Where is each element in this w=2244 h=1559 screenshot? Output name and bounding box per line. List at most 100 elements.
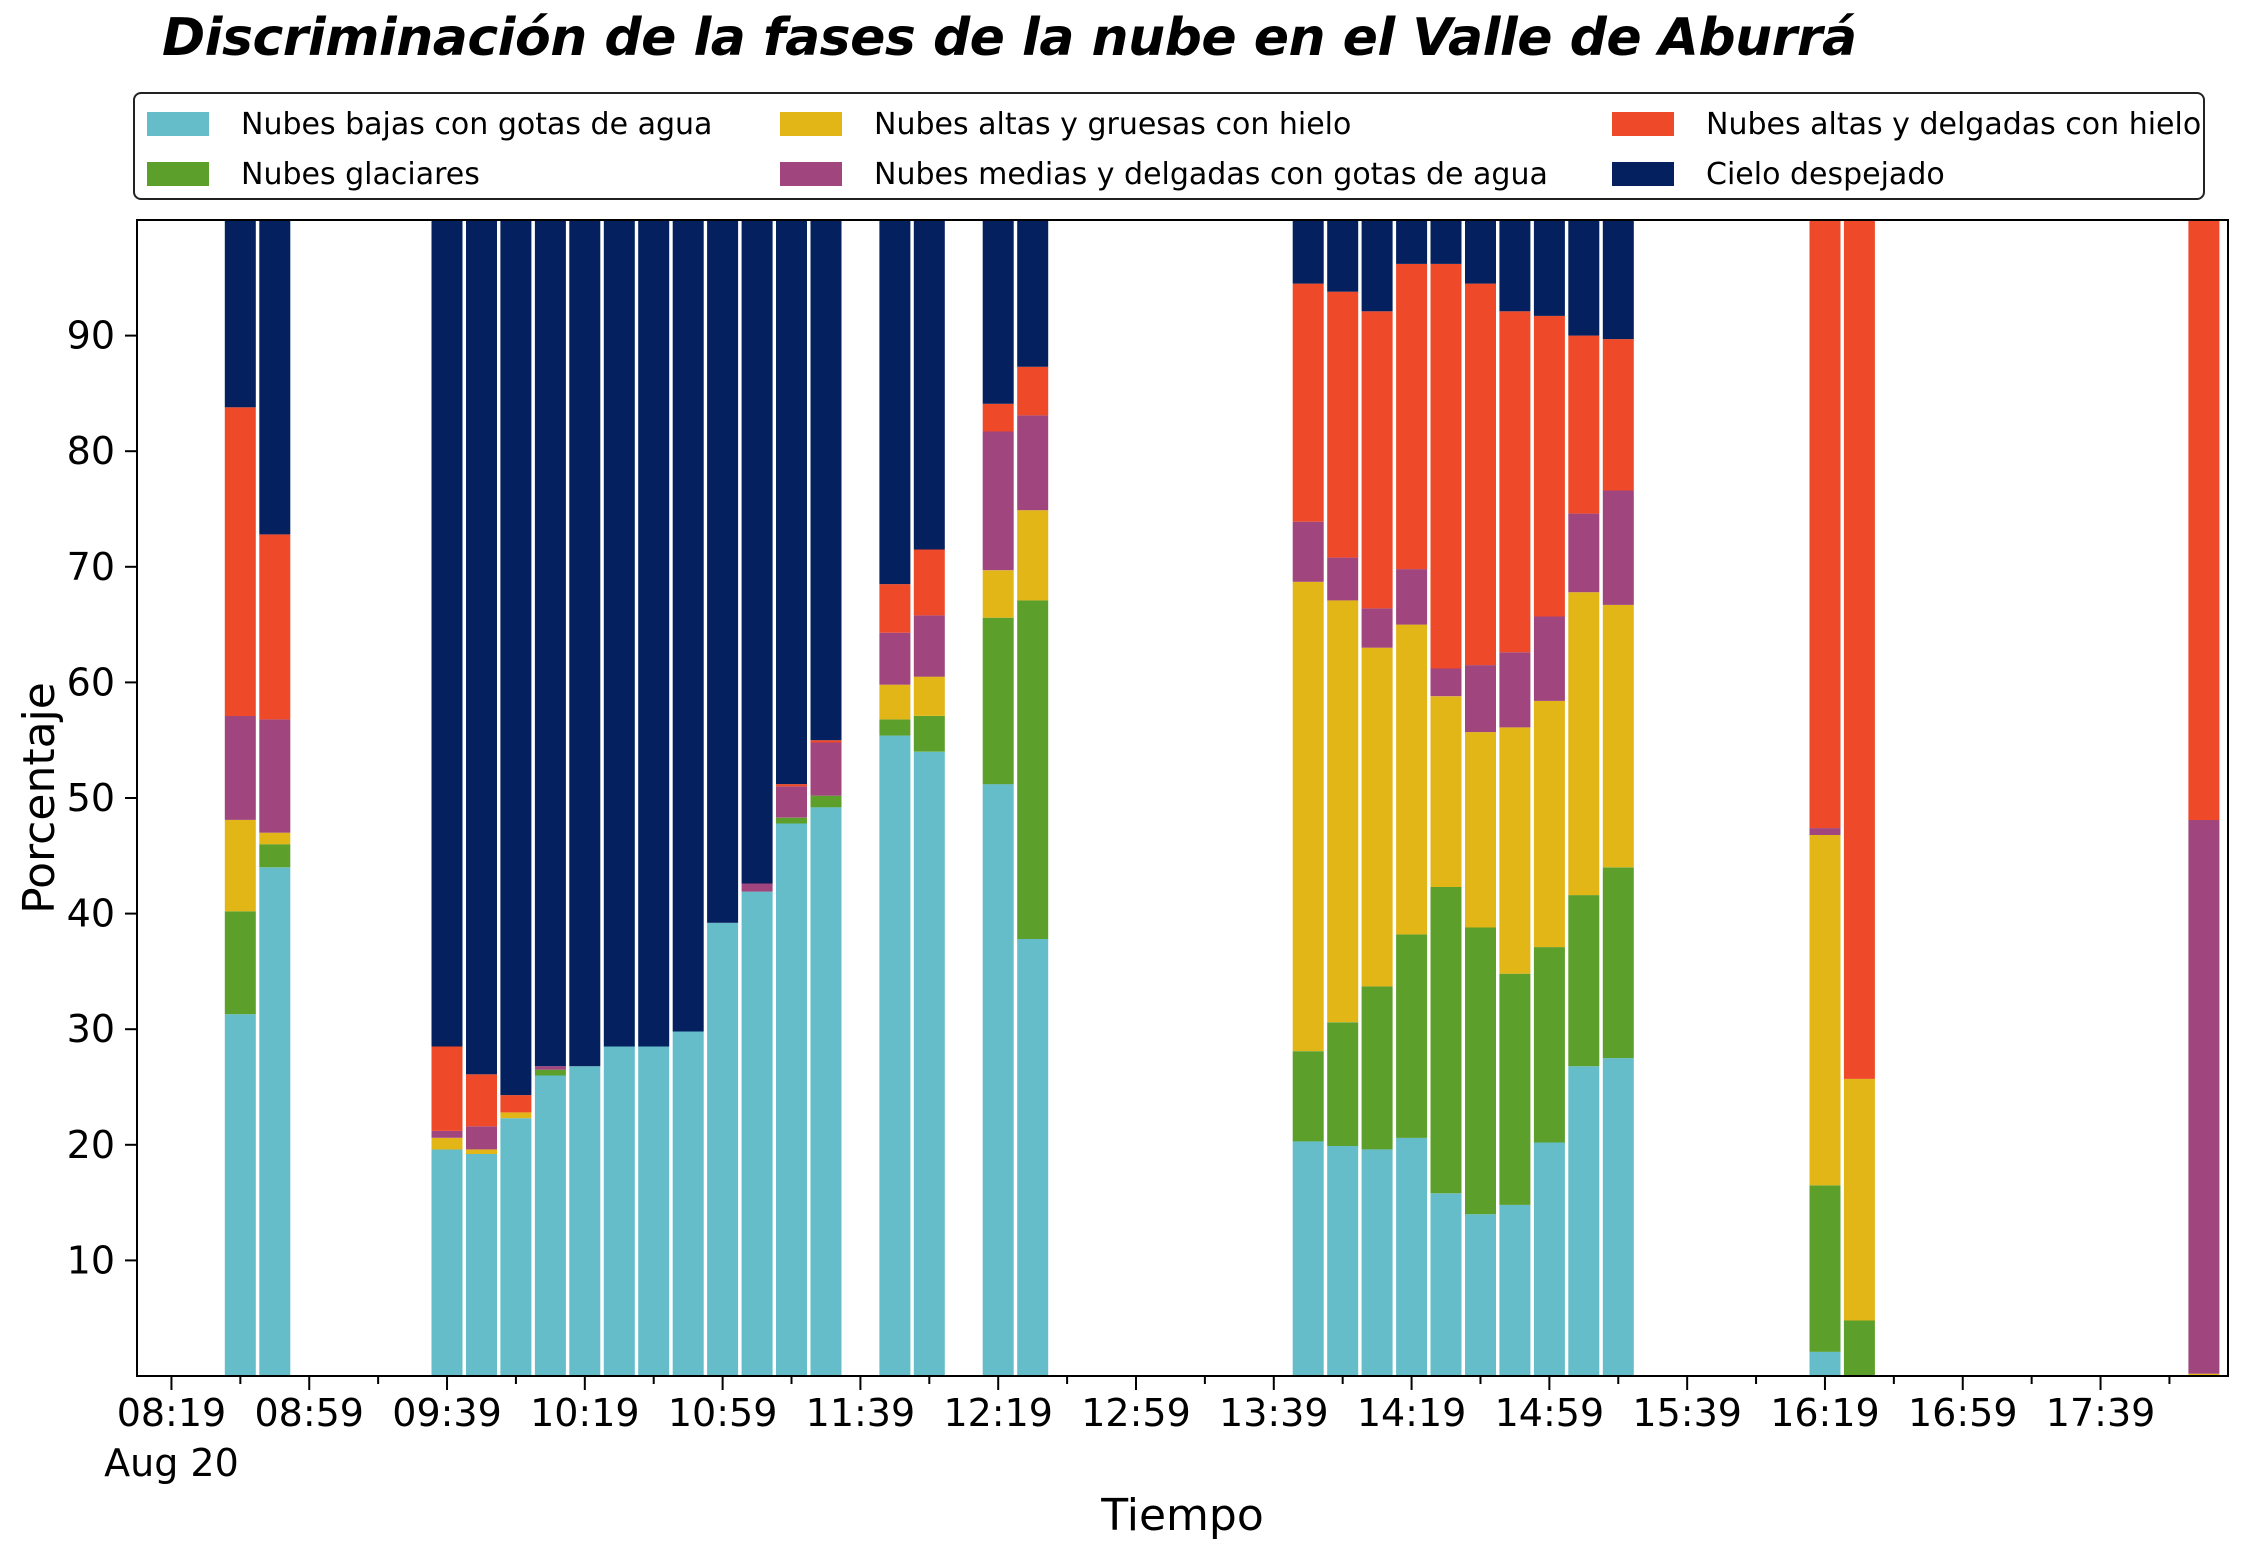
bar-nubes-bajas-con-gotas-de-agua-0959 <box>500 1118 532 1376</box>
bar-cielo-despejado-0949 <box>466 220 497 1075</box>
x-tick-label: 14:59 <box>1495 1391 1605 1435</box>
bar-nubes-medias-y-delgadas-con-gotas-de-agua-1149 <box>879 632 911 685</box>
bar-nubes-altas-y-gruesas-con-hielo-1219 <box>982 570 1014 618</box>
bar-nubes-glaciares-1159 <box>913 715 945 752</box>
x-tick-label: 09:39 <box>392 1391 502 1435</box>
bar-nubes-medias-y-delgadas-con-gotas-de-agua-0849 <box>259 719 291 833</box>
bar-cielo-despejado-1059 <box>707 220 739 923</box>
bar-nubes-bajas-con-gotas-de-agua-1129 <box>810 807 842 1376</box>
x-tick-label: 15:39 <box>1632 1391 1742 1435</box>
bar-nubes-medias-y-delgadas-con-gotas-de-agua-1349 <box>1292 521 1324 582</box>
x-tick-label: 12:19 <box>943 1391 1053 1435</box>
bar-cielo-despejado-0959 <box>500 220 532 1096</box>
y-tick-label: 20 <box>67 1123 115 1167</box>
bar-nubes-altas-y-delgadas-con-hielo-0949 <box>466 1074 497 1127</box>
bar-nubes-bajas-con-gotas-de-agua-1509 <box>1568 1066 1600 1376</box>
bar-nubes-glaciares-1349 <box>1292 1051 1324 1142</box>
y-tick-label: 10 <box>67 1238 115 1282</box>
bar-cielo-despejado-1349 <box>1292 220 1324 284</box>
bar-nubes-bajas-con-gotas-de-agua-0839 <box>224 1014 256 1376</box>
bar-nubes-bajas-con-gotas-de-agua-1459 <box>1533 1142 1565 1376</box>
bar-cielo-despejado-1219 <box>982 220 1014 404</box>
bar-nubes-bajas-con-gotas-de-agua-1229 <box>1017 939 1049 1376</box>
x-tick-label: 17:39 <box>2046 1391 2156 1435</box>
bar-nubes-altas-y-delgadas-con-hielo-1429 <box>1430 263 1462 669</box>
bar-nubes-medias-y-delgadas-con-gotas-de-agua-0939 <box>431 1130 463 1138</box>
bar-nubes-bajas-con-gotas-de-agua-1159 <box>913 751 945 1376</box>
bar-cielo-despejado-1049 <box>672 220 704 1032</box>
bar-nubes-bajas-con-gotas-de-agua-1029 <box>603 1046 635 1376</box>
bar-nubes-medias-y-delgadas-con-gotas-de-agua-1119 <box>776 786 807 818</box>
chart-title: Discriminación de la fases de la nube en… <box>162 8 1857 68</box>
y-tick-label: 50 <box>67 776 115 820</box>
bar-cielo-despejado-1459 <box>1533 220 1565 316</box>
bar-nubes-altas-y-gruesas-con-hielo-1149 <box>879 684 911 720</box>
x-tick-label: 08:19 <box>117 1391 227 1435</box>
x-tick-label: 12:59 <box>1081 1391 1191 1435</box>
bar-nubes-bajas-con-gotas-de-agua-1359 <box>1327 1146 1359 1376</box>
bar-nubes-altas-y-delgadas-con-hielo-1349 <box>1292 283 1324 522</box>
bar-nubes-medias-y-delgadas-con-gotas-de-agua-1109 <box>741 883 773 892</box>
bar-nubes-altas-y-gruesas-con-hielo-1619 <box>1809 835 1841 1186</box>
x-tick-label: 10:59 <box>668 1391 778 1435</box>
bar-nubes-medias-y-delgadas-con-gotas-de-agua-1459 <box>1533 616 1565 701</box>
bar-cielo-despejado-1029 <box>603 220 635 1047</box>
legend-label: Nubes altas y gruesas con hielo <box>874 106 1352 142</box>
bar-cielo-despejado-1229 <box>1017 220 1049 367</box>
bar-cielo-despejado-0939 <box>431 220 463 1047</box>
bar-nubes-glaciares-1629 <box>1843 1320 1875 1376</box>
chart-legend: Nubes bajas con gotas de agua Nubes glaci… <box>133 92 2205 200</box>
bar-cielo-despejado-1429 <box>1430 220 1462 264</box>
bar-cielo-despejado-1409 <box>1361 220 1393 312</box>
bar-nubes-altas-y-delgadas-con-hielo-1359 <box>1327 291 1359 558</box>
bar-nubes-altas-y-gruesas-con-hielo-1629 <box>1843 1078 1875 1321</box>
legend-swatch <box>147 162 209 186</box>
x-tick-label: 08:59 <box>254 1391 364 1435</box>
bar-nubes-altas-y-gruesas-con-hielo-1159 <box>913 676 945 716</box>
bar-nubes-altas-y-delgadas-con-hielo-1129 <box>810 740 842 743</box>
bar-nubes-bajas-con-gotas-de-agua-1119 <box>776 823 807 1376</box>
bar-cielo-despejado-0849 <box>259 220 291 535</box>
bar-cielo-despejado-1519 <box>1602 220 1634 340</box>
bar-nubes-medias-y-delgadas-con-gotas-de-agua-1429 <box>1430 668 1462 697</box>
bar-nubes-bajas-con-gotas-de-agua-1419 <box>1396 1137 1428 1376</box>
bar-nubes-medias-y-delgadas-con-gotas-de-agua-0839 <box>224 715 256 820</box>
bar-cielo-despejado-1119 <box>776 220 807 785</box>
bar-nubes-altas-y-gruesas-con-hielo-1359 <box>1327 600 1359 1023</box>
bar-nubes-altas-y-gruesas-con-hielo-1349 <box>1292 581 1324 1052</box>
y-tick-label: 60 <box>67 660 115 704</box>
bar-nubes-medias-y-delgadas-con-gotas-de-agua-1519 <box>1602 490 1634 605</box>
y-tick-label: 30 <box>67 1007 115 1051</box>
bar-nubes-altas-y-delgadas-con-hielo-0959 <box>500 1095 532 1113</box>
x-tick-label: 16:19 <box>1770 1391 1880 1435</box>
bar-nubes-glaciares-1459 <box>1533 947 1565 1143</box>
bar-nubes-altas-y-gruesas-con-hielo-0959 <box>500 1112 532 1119</box>
bar-nubes-altas-y-delgadas-con-hielo-1149 <box>879 584 911 633</box>
y-tick-label: 70 <box>67 545 115 589</box>
bar-nubes-altas-y-delgadas-con-hielo-1629 <box>1843 220 1875 1079</box>
bar-cielo-despejado-1039 <box>638 220 670 1047</box>
bar-nubes-glaciares-1439 <box>1465 927 1496 1215</box>
bar-nubes-altas-y-gruesas-con-hielo-1809 <box>2188 1373 2220 1376</box>
bar-nubes-medias-y-delgadas-con-gotas-de-agua-1129 <box>810 742 842 796</box>
bar-nubes-glaciares-0839 <box>224 911 256 1015</box>
bar-nubes-altas-y-gruesas-con-hielo-1429 <box>1430 696 1462 887</box>
bar-nubes-altas-y-delgadas-con-hielo-0839 <box>224 407 256 716</box>
legend-swatch <box>1612 112 1674 136</box>
x-tick-label: 14:19 <box>1357 1391 1467 1435</box>
legend-swatch <box>147 112 209 136</box>
bar-cielo-despejado-1109 <box>741 220 773 884</box>
bar-cielo-despejado-1449 <box>1499 220 1531 312</box>
x-tick-label: 16:59 <box>1908 1391 2018 1435</box>
bar-nubes-medias-y-delgadas-con-gotas-de-agua-1439 <box>1465 665 1496 733</box>
bar-nubes-altas-y-gruesas-con-hielo-0949 <box>466 1149 497 1154</box>
bar-cielo-despejado-1419 <box>1396 220 1428 264</box>
y-tick-label: 90 <box>67 314 115 358</box>
bar-nubes-bajas-con-gotas-de-agua-1349 <box>1292 1141 1324 1376</box>
bar-cielo-despejado-1129 <box>810 220 842 741</box>
bar-nubes-bajas-con-gotas-de-agua-1409 <box>1361 1149 1393 1376</box>
bar-nubes-altas-y-delgadas-con-hielo-0939 <box>431 1046 463 1131</box>
legend-label: Cielo despejado <box>1706 156 1945 192</box>
bar-nubes-bajas-con-gotas-de-agua-0849 <box>259 867 291 1376</box>
bar-nubes-medias-y-delgadas-con-gotas-de-agua-1219 <box>982 431 1014 571</box>
